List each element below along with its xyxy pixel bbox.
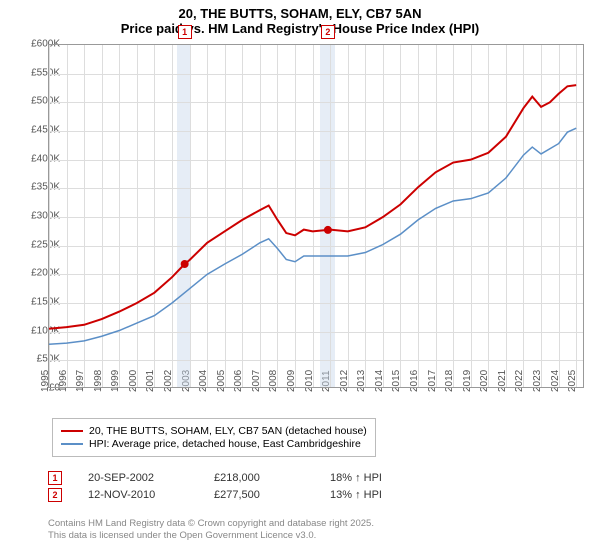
- event-price: £218,000: [214, 472, 304, 484]
- legend-item: 20, THE BUTTS, SOHAM, ELY, CB7 5AN (deta…: [61, 425, 367, 437]
- legend-label: 20, THE BUTTS, SOHAM, ELY, CB7 5AN (deta…: [89, 425, 367, 437]
- event-date: 20-SEP-2002: [88, 472, 188, 484]
- event-row: 1 20-SEP-2002 £218,000 18% ↑ HPI: [48, 471, 430, 485]
- legend: 20, THE BUTTS, SOHAM, ELY, CB7 5AN (deta…: [52, 418, 376, 457]
- event-table: 1 20-SEP-2002 £218,000 18% ↑ HPI 2 12-NO…: [48, 468, 430, 505]
- legend-swatch: [61, 443, 83, 445]
- footer-line: This data is licensed under the Open Gov…: [48, 530, 374, 542]
- chart-lines: [49, 45, 583, 387]
- series-hpi: [49, 128, 576, 344]
- title-sub: Price paid vs. HM Land Registry's House …: [0, 21, 600, 36]
- footer-line: Contains HM Land Registry data © Crown c…: [48, 518, 374, 530]
- chart-titles: 20, THE BUTTS, SOHAM, ELY, CB7 5AN Price…: [0, 0, 600, 38]
- event-date: 12-NOV-2010: [88, 489, 188, 501]
- footer-attribution: Contains HM Land Registry data © Crown c…: [48, 518, 374, 543]
- event-price: £277,500: [214, 489, 304, 501]
- legend-label: HPI: Average price, detached house, East…: [89, 438, 361, 450]
- sale-marker-label: 2: [321, 25, 335, 39]
- title-main: 20, THE BUTTS, SOHAM, ELY, CB7 5AN: [0, 6, 600, 21]
- event-row: 2 12-NOV-2010 £277,500 13% ↑ HPI: [48, 488, 430, 502]
- sale-marker-dot: [181, 260, 189, 268]
- event-pct: 13% ↑ HPI: [330, 489, 430, 501]
- event-marker-icon: 2: [48, 488, 62, 502]
- event-marker-icon: 1: [48, 471, 62, 485]
- plot-area: 12: [48, 44, 584, 388]
- sale-marker-label: 1: [178, 25, 192, 39]
- chart-container: 20, THE BUTTS, SOHAM, ELY, CB7 5AN Price…: [0, 0, 600, 560]
- legend-swatch: [61, 430, 83, 432]
- series-price_paid: [49, 85, 576, 329]
- event-pct: 18% ↑ HPI: [330, 472, 430, 484]
- sale-marker-dot: [324, 226, 332, 234]
- legend-item: HPI: Average price, detached house, East…: [61, 438, 367, 450]
